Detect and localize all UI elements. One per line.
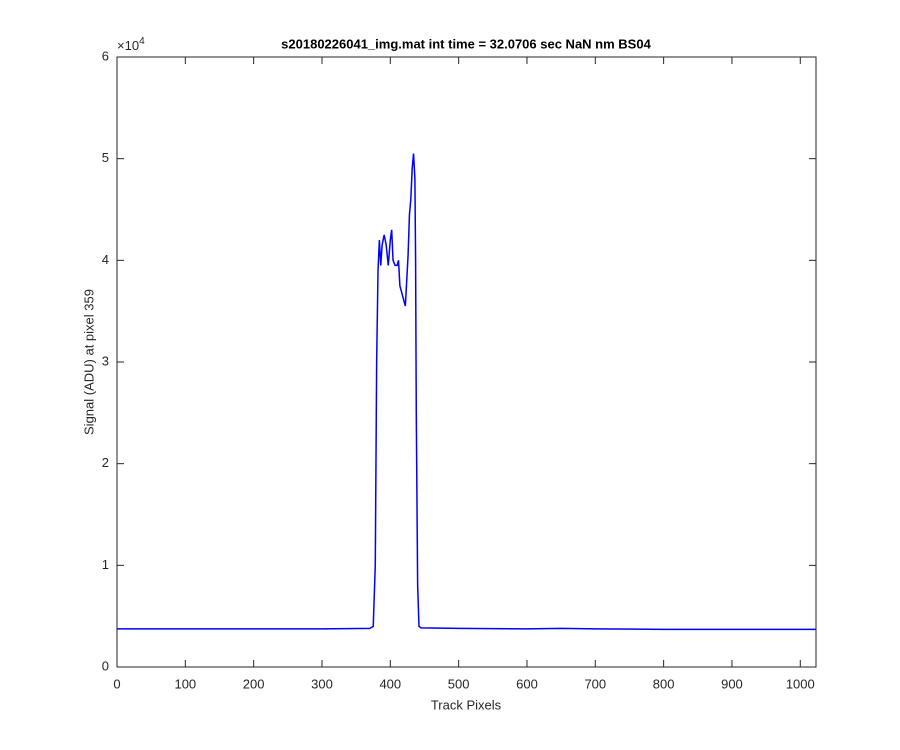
plot-frame [116, 56, 817, 668]
x-tick-label: 600 [516, 676, 538, 691]
y-tick-label: 5 [102, 150, 109, 165]
y-tick-label: 1 [102, 557, 109, 572]
x-tick-label: 900 [721, 676, 743, 691]
data-line [117, 153, 816, 631]
y-axis-label: Signal (ADU) at pixel 359 [81, 289, 96, 435]
x-tick-label: 200 [243, 676, 265, 691]
x-axis-label: Track Pixels [431, 697, 502, 712]
x-tick-label: 0 [113, 676, 120, 691]
multiplier-base: ×10 [117, 38, 139, 53]
x-tick-label: 700 [584, 676, 606, 691]
x-tick-label: 1000 [786, 676, 815, 691]
x-tick-label: 800 [653, 676, 675, 691]
y-tick-label: 6 [102, 48, 109, 63]
x-tick-label: 400 [379, 676, 401, 691]
y-tick-label: 2 [102, 455, 109, 470]
chart-title: s20180226041_img.mat int time = 32.0706 … [281, 36, 651, 51]
y-multiplier: ×104 [117, 36, 145, 54]
y-tick-label: 4 [102, 252, 109, 267]
y-tick-label: 3 [102, 353, 109, 368]
x-tick-label: 300 [311, 676, 333, 691]
multiplier-exponent: 4 [139, 36, 145, 47]
x-tick-label: 100 [174, 676, 196, 691]
y-tick-label: 0 [102, 658, 109, 673]
x-tick-label: 500 [448, 676, 470, 691]
